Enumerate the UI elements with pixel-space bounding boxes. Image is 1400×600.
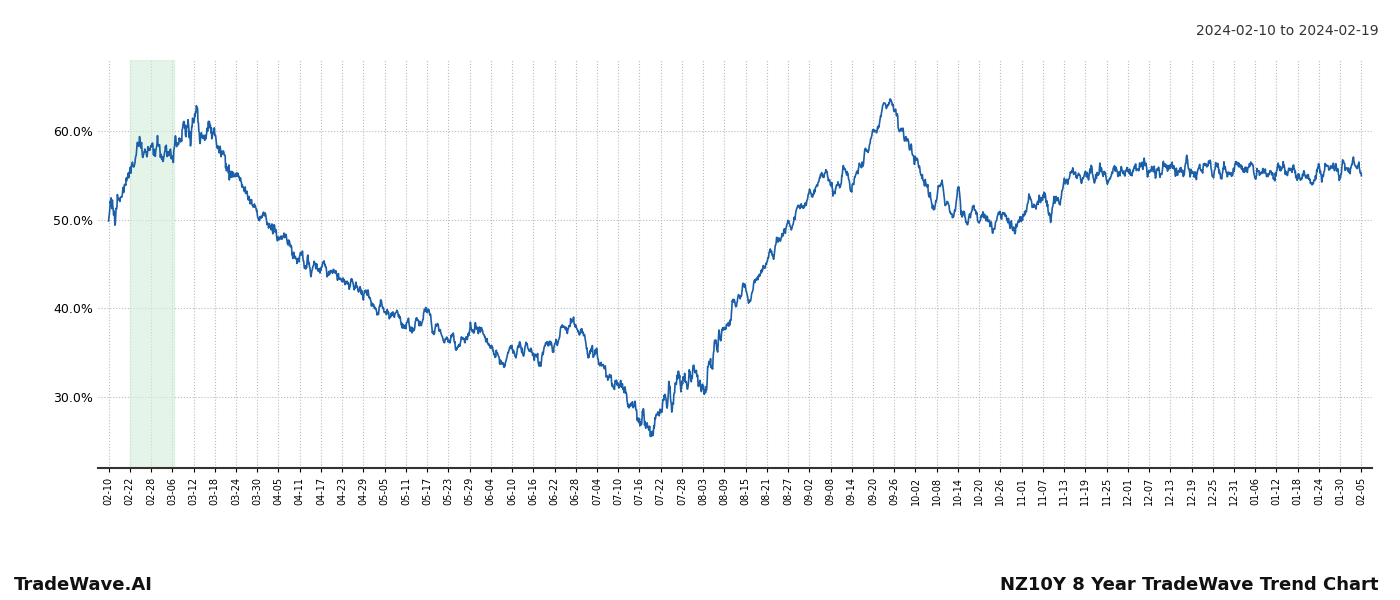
Text: TradeWave.AI: TradeWave.AI <box>14 576 153 594</box>
Bar <box>130 60 174 468</box>
Text: NZ10Y 8 Year TradeWave Trend Chart: NZ10Y 8 Year TradeWave Trend Chart <box>1001 576 1379 594</box>
Text: 2024-02-10 to 2024-02-19: 2024-02-10 to 2024-02-19 <box>1197 24 1379 38</box>
